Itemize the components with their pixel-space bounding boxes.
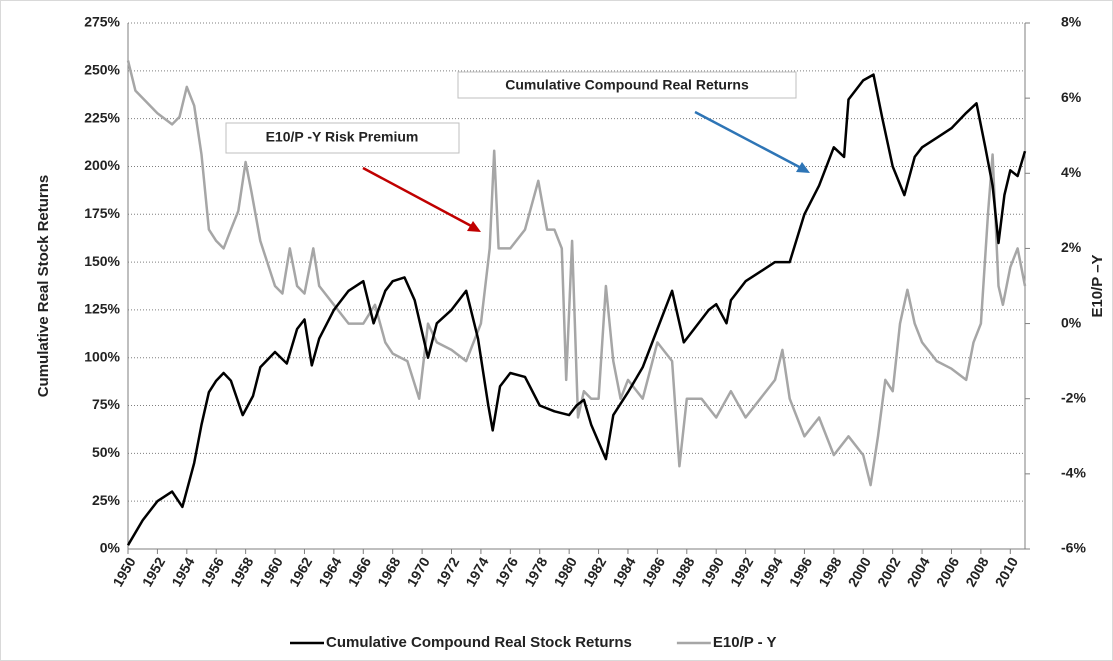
annotation: Cumulative Compound Real Returns bbox=[505, 77, 749, 93]
y-tick-label: 225% bbox=[84, 109, 120, 125]
y2-tick-label: 2% bbox=[1061, 239, 1082, 255]
y2-tick-label: 6% bbox=[1061, 89, 1082, 105]
annotation: E10/P -Y Risk Premium bbox=[266, 129, 419, 145]
arrow bbox=[694, 110, 806, 172]
y2-tick-label: -2% bbox=[1061, 389, 1086, 405]
y2-tick-label: 8% bbox=[1061, 14, 1082, 30]
y-tick-label: 200% bbox=[84, 157, 120, 173]
arrow bbox=[362, 166, 476, 230]
y-tick-label: 150% bbox=[84, 253, 120, 269]
y-tick-label: 175% bbox=[84, 205, 120, 221]
legend-label: Cumulative Compound Real Stock Returns bbox=[326, 634, 632, 651]
series-line bbox=[126, 60, 1027, 487]
y2-axis-title: E10/P –Y bbox=[1089, 254, 1106, 317]
annotation-box bbox=[457, 71, 797, 99]
y-tick-label: 50% bbox=[92, 444, 121, 460]
y2-tick-label: -4% bbox=[1061, 465, 1086, 481]
y-tick-label: 25% bbox=[92, 492, 121, 508]
y2-tick-label: 4% bbox=[1061, 164, 1082, 180]
y-tick-label: 75% bbox=[92, 396, 121, 412]
arrow-head bbox=[796, 162, 810, 173]
y-tick-label: 100% bbox=[84, 348, 120, 364]
y-tick-label: 275% bbox=[84, 14, 120, 30]
y2-tick-label: 0% bbox=[1061, 314, 1082, 330]
annotation-box bbox=[225, 122, 460, 154]
series-line bbox=[126, 73, 1027, 546]
y2-tick-label: -6% bbox=[1061, 540, 1086, 556]
y-tick-label: 125% bbox=[84, 301, 120, 317]
legend-label: E10/P - Y bbox=[713, 634, 777, 651]
y-tick-label: 250% bbox=[84, 62, 120, 78]
arrow-head bbox=[467, 221, 481, 232]
y-axis-title: Cumulative Real Stock Returns bbox=[35, 175, 52, 398]
y-tick-label: 0% bbox=[100, 540, 121, 556]
